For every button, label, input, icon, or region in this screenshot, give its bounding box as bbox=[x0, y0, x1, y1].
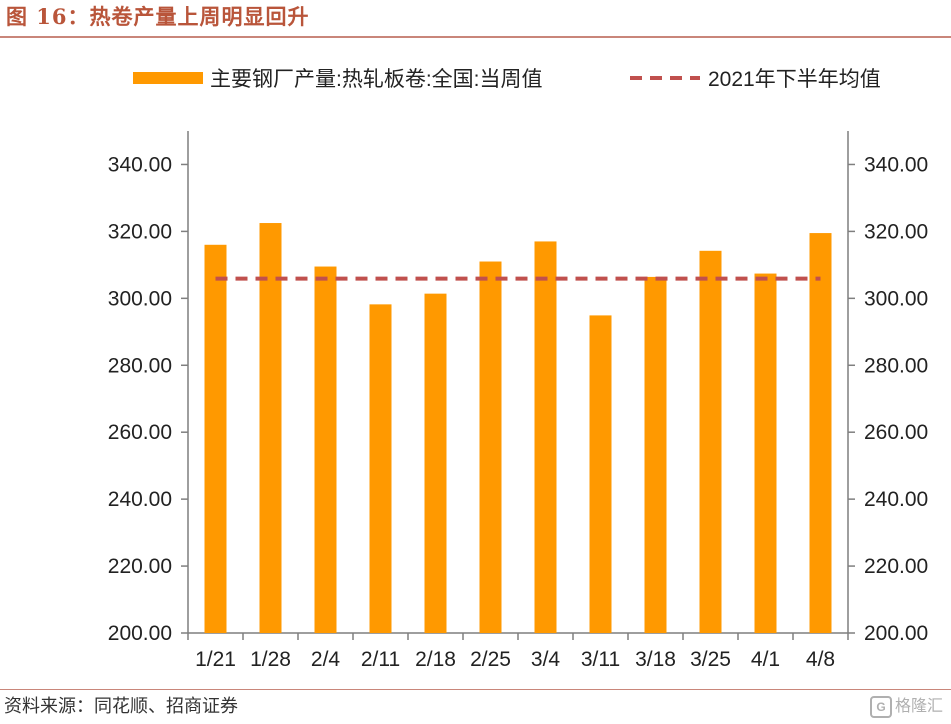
x-axis-labels: 1/21 1/28 2/4 2/11 2/18 2/25 3/4 3/11 3/18 3/25 4/… bbox=[195, 648, 835, 671]
x-tick-label: 4/8 bbox=[806, 648, 835, 671]
bar bbox=[314, 266, 337, 633]
y-tick-label-right: 340.00 bbox=[864, 153, 928, 176]
source-note: 资料来源：同花顺、招商证券 bbox=[4, 696, 238, 717]
y-tick-label-right: 200.00 bbox=[864, 622, 928, 645]
x-tick-label: 4/1 bbox=[751, 648, 780, 671]
watermark-logo-icon: G bbox=[869, 695, 892, 718]
x-tick-label: 2/11 bbox=[361, 648, 400, 671]
x-tick-label: 1/21 bbox=[195, 648, 236, 671]
bars bbox=[204, 223, 832, 634]
y-axis-left-labels: 200.00 220.00 240.00 260.00 280.00 300.00 320.… bbox=[108, 153, 172, 645]
x-tick-label: 3/4 bbox=[531, 648, 561, 671]
y-tick-label-right: 280.00 bbox=[864, 354, 928, 377]
y-tick-label-right: 320.00 bbox=[864, 220, 928, 243]
y-tick-label-right: 300.00 bbox=[864, 287, 928, 310]
title-divider bbox=[0, 36, 951, 38]
y-tick-label-left: 240.00 bbox=[108, 488, 172, 511]
bar bbox=[369, 304, 392, 633]
axes bbox=[181, 131, 855, 640]
x-tick-label: 2/4 bbox=[311, 648, 341, 671]
bar bbox=[644, 276, 667, 633]
x-tick-label: 3/11 bbox=[581, 648, 620, 671]
legend-label-bar: 主要钢厂产量:热轧板卷:全国:当周值 bbox=[210, 68, 543, 91]
y-tick-label-left: 340.00 bbox=[108, 153, 172, 176]
footer-divider bbox=[0, 689, 951, 690]
watermark-text: 格隆汇 bbox=[894, 698, 943, 715]
y-tick-label-left: 320.00 bbox=[108, 220, 172, 243]
bar bbox=[589, 315, 612, 633]
bar bbox=[259, 223, 282, 634]
bar bbox=[424, 293, 447, 633]
bar bbox=[809, 233, 832, 633]
y-tick-label-right: 240.00 bbox=[864, 488, 928, 511]
y-tick-label-left: 300.00 bbox=[108, 287, 172, 310]
y-tick-label-left: 260.00 bbox=[108, 421, 172, 444]
legend-label-line: 2021年下半年均值 bbox=[708, 68, 881, 91]
watermark: G 格隆汇 bbox=[869, 694, 943, 720]
x-tick-label: 1/28 bbox=[250, 648, 291, 671]
bar bbox=[699, 250, 722, 633]
x-tick-label: 2/18 bbox=[415, 648, 456, 671]
legend-swatch-bar bbox=[133, 72, 203, 84]
legend: 主要钢厂产量:热轧板卷:全国:当周值 2021年下半年均值 bbox=[133, 68, 881, 91]
y-axis-right-labels: 200.00 220.00 240.00 260.00 280.00 300.00 320.… bbox=[864, 153, 928, 645]
y-tick-label-left: 200.00 bbox=[108, 622, 172, 645]
bar-chart: 主要钢厂产量:热轧板卷:全国:当周值 2021年下半年均值 1/21 1/28 2/… bbox=[108, 68, 928, 671]
y-tick-label-left: 280.00 bbox=[108, 354, 172, 377]
x-tick-label: 3/18 bbox=[635, 648, 676, 671]
bar bbox=[204, 244, 227, 633]
bar bbox=[534, 241, 557, 633]
bar bbox=[479, 261, 502, 633]
x-tick-label: 2/25 bbox=[470, 648, 511, 671]
figure-title: 图 16：热卷产量上周明显回升 bbox=[6, 4, 310, 29]
y-tick-label-left: 220.00 bbox=[108, 555, 172, 578]
y-tick-label-right: 220.00 bbox=[864, 555, 928, 578]
x-tick-label: 3/25 bbox=[690, 648, 731, 671]
y-tick-label-right: 260.00 bbox=[864, 421, 928, 444]
bar bbox=[754, 273, 777, 633]
